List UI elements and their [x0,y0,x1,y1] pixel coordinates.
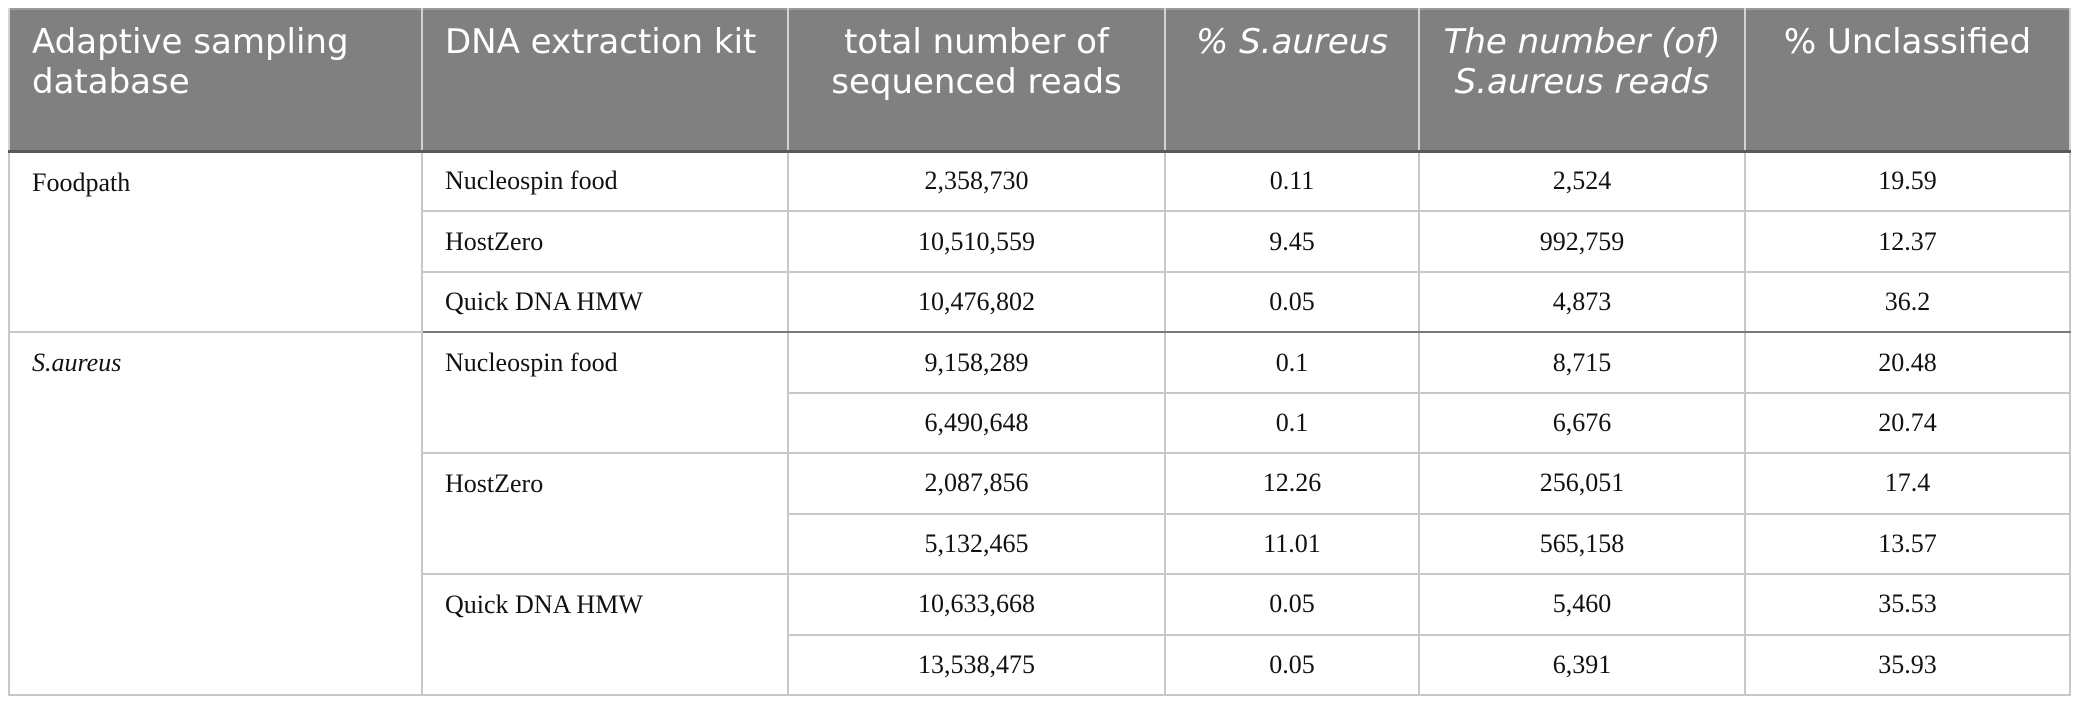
header-total-sequenced-reads: total number of sequenced reads [787,9,1166,153]
pct-s-aureus-cell: 0.05 [1164,633,1420,696]
kit-cell: HostZero [421,210,789,273]
total-reads-cell: 9,158,289 [787,331,1166,394]
table-row: Foodpath Nucleospin food 2,358,730 0.11 … [8,149,2071,334]
s-aureus-reads-cell: 5,460 [1418,573,1746,636]
s-aureus-reads-cell: 4,873 [1418,270,1746,334]
pct-unclassified-cell: 20.48 [1744,331,2071,394]
pct-s-aureus-cell: 0.05 [1164,573,1420,636]
table-row: Quick DNA HMW 10,476,802 0.05 4,873 36.2 [9,270,2071,334]
s-aureus-reads-cell: 6,676 [1418,391,1746,455]
kit-cell: HostZero [421,452,789,576]
pct-s-aureus-cell: 9.45 [1164,210,1420,273]
s-aureus-reads-cell: 256,051 [1418,452,1746,515]
pct-s-aureus-cell: 0.1 [1164,391,1420,455]
s-aureus-reads-cell: 6,391 [1418,633,1746,696]
pct-unclassified-cell: 12.37 [1744,210,2071,273]
table-row: Quick DNA HMW 10,633,668 0.05 5,460 35.5… [9,573,2071,696]
database-cell-foodpath: Foodpath [8,149,423,334]
header-row: Adaptive sampling database DNA extractio… [8,9,2071,153]
total-reads-cell: 13,538,475 [787,633,1166,696]
table-row: 5,132,465 11.01 565,158 13.57 [9,512,2071,576]
database-cell-s-aureus: S.aureus [8,331,423,696]
pct-s-aureus-cell: 0.11 [1164,149,1420,213]
pct-s-aureus-cell: 11.01 [1164,512,1420,576]
table-row: HostZero 10,510,559 9.45 992,759 12.37 [9,210,2071,273]
s-aureus-reads-cell: 8,715 [1418,331,1746,394]
table-row: HostZero 2,087,856 12.26 256,051 17.4 [9,452,2071,576]
total-reads-cell: 10,476,802 [787,270,1166,334]
total-reads-cell: 5,132,465 [787,512,1166,576]
header-adaptive-sampling-database: Adaptive sampling database [8,9,423,153]
table-row: S.aureus Nucleospin food 9,158,289 0.1 8… [8,331,2071,696]
table-body: Foodpath Nucleospin food 2,358,730 0.11 … [8,149,2071,696]
s-aureus-reads-cell: 565,158 [1418,512,1746,576]
kit-cell: Quick DNA HMW [421,270,789,334]
header-percent-unclassified: % Unclassified [1744,9,2071,153]
pct-unclassified-cell: 17.4 [1744,452,2071,515]
pct-s-aureus-cell: 0.05 [1164,270,1420,334]
pct-unclassified-cell: 35.53 [1744,573,2071,636]
total-reads-cell: 2,087,856 [787,452,1166,515]
kit-cell: Nucleospin food [421,149,789,213]
pct-s-aureus-cell: 12.26 [1164,452,1420,515]
pct-unclassified-cell: 19.59 [1744,149,2071,213]
table-header: Adaptive sampling database DNA extractio… [8,9,2071,153]
header-dna-extraction-kit: DNA extraction kit [421,9,789,153]
s-aureus-reads-cell: 992,759 [1418,210,1746,273]
total-reads-cell: 10,633,668 [787,573,1166,636]
results-table-container: Adaptive sampling database DNA extractio… [8,8,2071,696]
table-row: 6,490,648 0.1 6,676 20.74 [9,391,2071,455]
kit-cell: Quick DNA HMW [421,573,789,696]
pct-unclassified-cell: 20.74 [1744,391,2071,455]
pct-unclassified-cell: 35.93 [1744,633,2071,696]
header-number-s-aureus-reads: The number (of) S.aureus reads [1418,9,1746,153]
total-reads-cell: 10,510,559 [787,210,1166,273]
s-aureus-reads-cell: 2,524 [1418,149,1746,213]
header-percent-s-aureus: % S.aureus [1164,9,1420,153]
results-table: Adaptive sampling database DNA extractio… [8,8,2071,696]
pct-unclassified-cell: 13.57 [1744,512,2071,576]
total-reads-cell: 6,490,648 [787,391,1166,455]
pct-s-aureus-cell: 0.1 [1164,331,1420,394]
table-row: 13,538,475 0.05 6,391 35.93 [9,633,2071,696]
kit-cell: Nucleospin food [421,331,789,455]
pct-unclassified-cell: 36.2 [1744,270,2071,334]
total-reads-cell: 2,358,730 [787,149,1166,213]
